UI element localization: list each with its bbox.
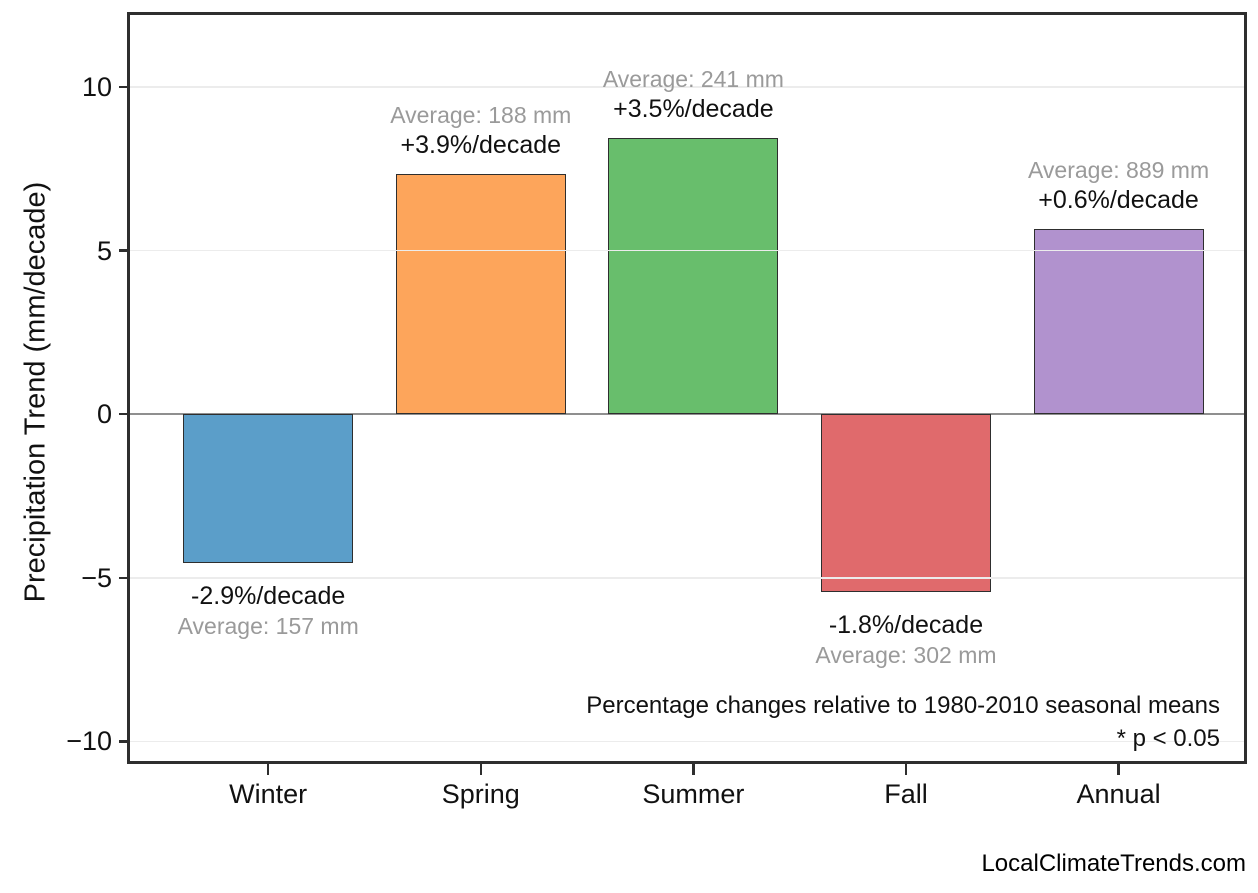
- x-tick-label-fall: Fall: [884, 779, 928, 809]
- annotation-line-1: Percentage changes relative to 1980-2010…: [586, 692, 1220, 719]
- y-tick-10: [119, 85, 130, 89]
- bar-winter: [183, 414, 354, 564]
- bar-average-label-fall: Average: 302 mm: [815, 642, 997, 669]
- gridline-y-5: [130, 249, 1244, 252]
- bar-spring: [395, 174, 566, 415]
- y-tick-−10: [119, 740, 130, 743]
- zero-line: [130, 413, 1244, 415]
- y-tick-0: [119, 412, 130, 416]
- bar-percent-label-fall: -1.8%/decade: [828, 611, 984, 640]
- x-tick-fall: [904, 764, 908, 775]
- bar-fall: [820, 414, 991, 593]
- gridline-y-−10: [130, 740, 1244, 743]
- x-tick-label-spring: Spring: [441, 779, 520, 809]
- bar-labels-annual: Average: 889 mm +0.6%/decade: [949, 155, 1258, 215]
- x-tick-label-annual: Annual: [1076, 779, 1161, 809]
- bar-percent-label-annual: +0.6%/decade: [1038, 185, 1199, 214]
- y-tick-label-10: 10: [81, 71, 112, 102]
- plot-area: Percentage changes relative to 1980-2010…: [127, 12, 1247, 764]
- bar-labels-winter: -2.9%/decade Average: 157 mm: [98, 581, 438, 641]
- x-tick-label-winter: Winter: [229, 779, 308, 809]
- watermark-text: LocalClimateTrends.com: [981, 850, 1246, 877]
- bar-percent-label-winter: -2.9%/decade: [191, 582, 346, 611]
- y-tick-label-−5: −5: [81, 562, 112, 593]
- x-tick-label-summer: Summer: [642, 779, 745, 809]
- y-tick-5: [119, 249, 130, 252]
- x-tick-spring: [479, 764, 483, 775]
- x-tick-winter: [266, 764, 270, 775]
- y-tick-label-5: 5: [96, 235, 112, 266]
- bar-average-label-summer: Average: 241 mm: [602, 66, 784, 93]
- annotation-line-2: * p < 0.05: [1116, 725, 1220, 752]
- bar-summer: [608, 138, 779, 415]
- bar-percent-label-spring: +3.9%/decade: [400, 131, 562, 160]
- bar-percent-label-summer: +3.5%/decade: [613, 95, 774, 124]
- gridline-y-10: [130, 86, 1244, 88]
- y-tick-label-−10: −10: [66, 726, 112, 757]
- bar-annual: [1033, 228, 1204, 415]
- annotation-note: Percentage changes relative to 1980-2010…: [586, 689, 1220, 755]
- y-tick-label-0: 0: [96, 399, 112, 430]
- gridline-y-−5: [130, 577, 1244, 579]
- bar-average-label-winter: Average: 157 mm: [177, 613, 359, 640]
- bar-labels-spring: Average: 188 mm +3.9%/decade: [311, 100, 651, 160]
- bar-labels-summer: Average: 241 mm +3.5%/decade: [523, 64, 863, 124]
- bar-average-label-spring: Average: 188 mm: [390, 102, 572, 129]
- x-tick-summer: [692, 764, 695, 775]
- x-tick-annual: [1117, 764, 1120, 775]
- bar-average-label-annual: Average: 889 mm: [1028, 156, 1210, 183]
- y-tick-−5: [119, 576, 130, 580]
- bar-labels-fall: -1.8%/decade Average: 302 mm: [736, 610, 1076, 670]
